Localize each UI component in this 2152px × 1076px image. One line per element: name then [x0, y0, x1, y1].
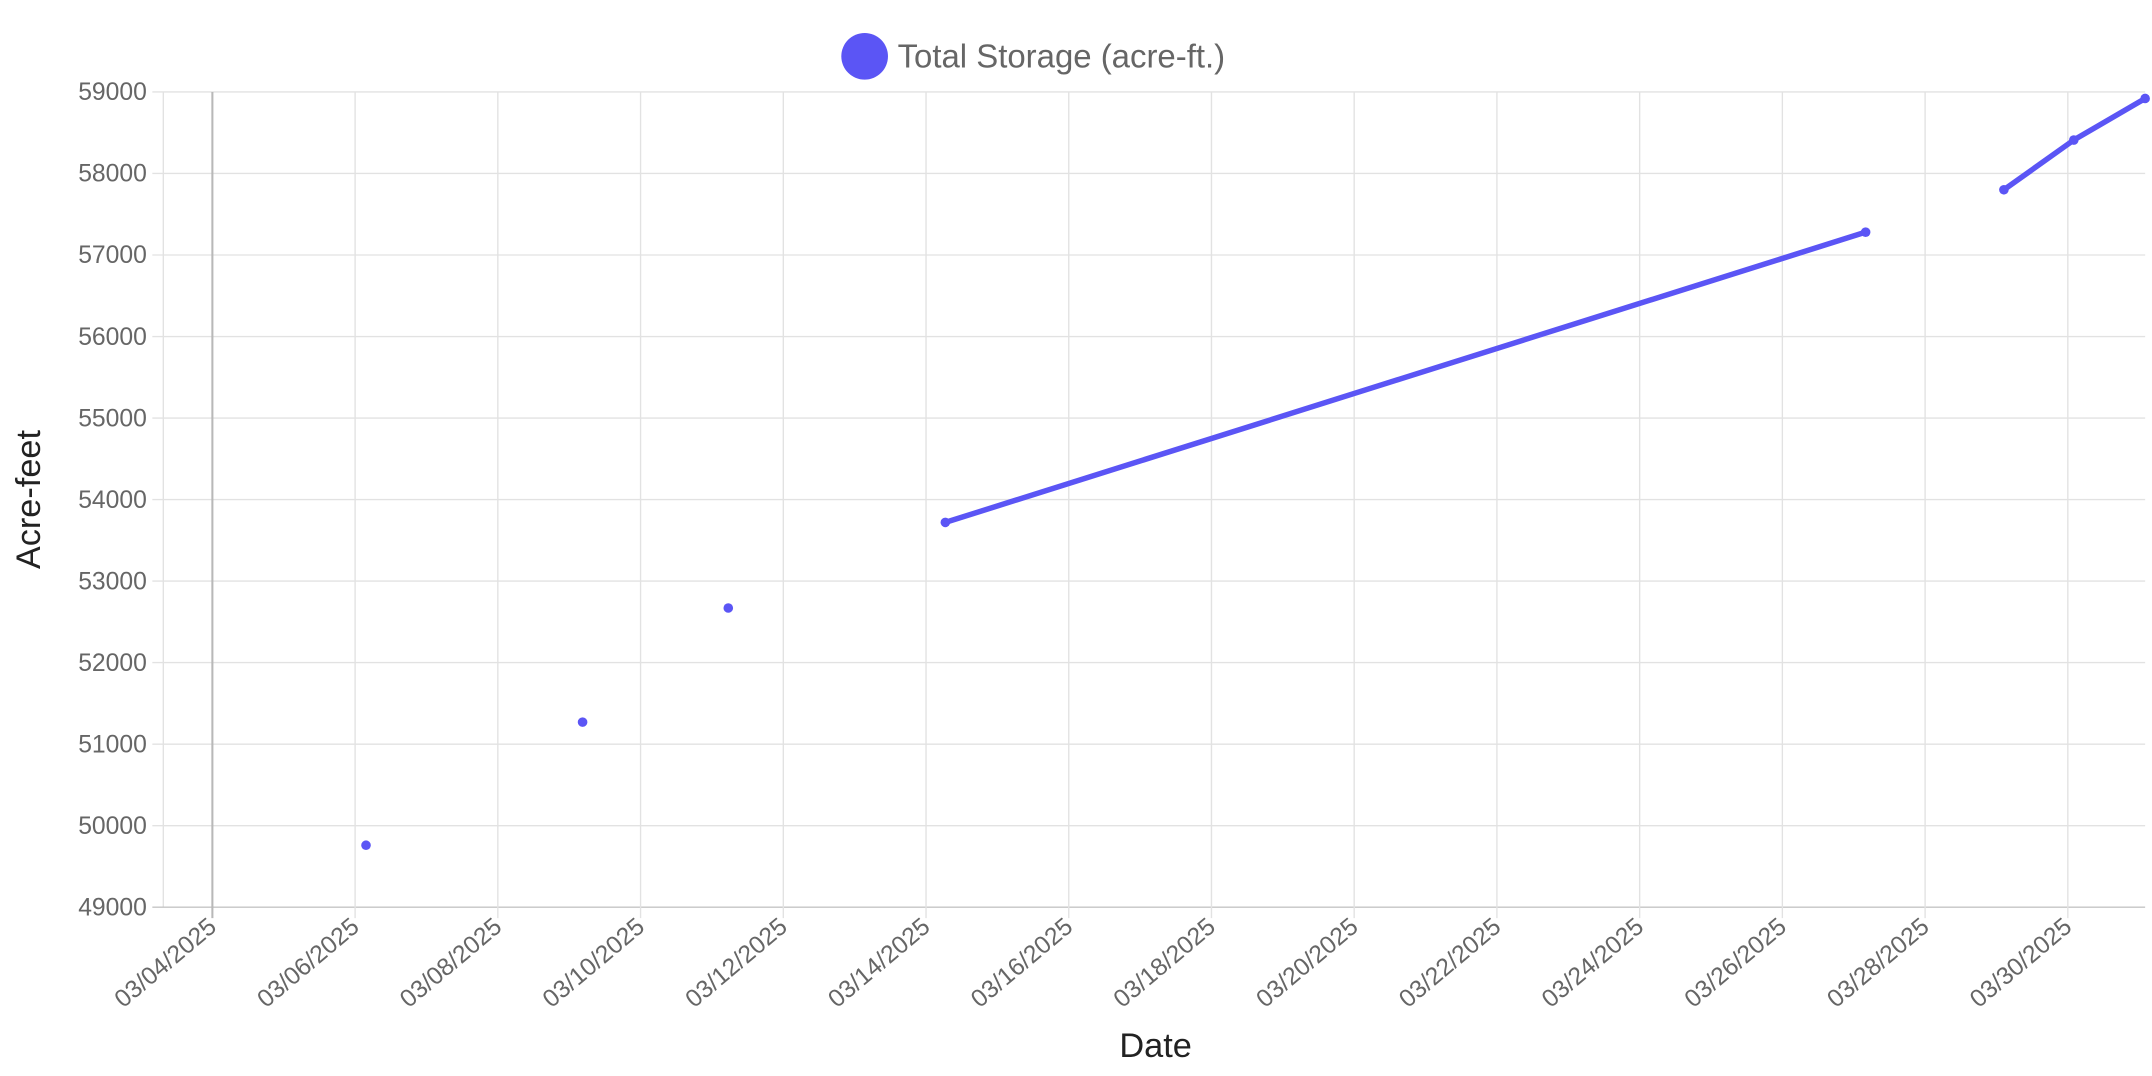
- y-tick-label: 54000: [78, 487, 147, 514]
- data-point[interactable]: [1860, 227, 1871, 237]
- y-tick-label: 53000: [78, 568, 147, 595]
- y-axis-ticks: 59000 58000 57000 56000 55000 54000 53000 52000…: [78, 79, 147, 921]
- x-tick-label: 03/22/2025: [1394, 913, 1506, 1013]
- legend[interactable]: Total Storage (acre-ft.): [841, 32, 1226, 80]
- grid: [152, 91, 2146, 919]
- legend-marker[interactable]: [841, 32, 888, 80]
- x-tick-label: 03/04/2025: [110, 913, 222, 1013]
- data-point[interactable]: [723, 603, 734, 613]
- y-tick-label: 50000: [78, 813, 147, 840]
- y-tick-label: 55000: [78, 405, 147, 432]
- x-tick-label: 03/24/2025: [1537, 913, 1649, 1013]
- y-tick-label: 59000: [78, 79, 147, 106]
- x-axis-title: Date: [1119, 1027, 1191, 1065]
- x-axis-ticks: 03/04/2025 03/06/2025 03/08/2025 03/10/2025…: [110, 913, 2077, 1013]
- x-tick-label: 03/30/2025: [1965, 913, 2077, 1013]
- x-tick-label: 03/08/2025: [395, 913, 507, 1013]
- series-line-segment: [944, 229, 1867, 526]
- legend-label[interactable]: Total Storage (acre-ft.): [898, 37, 1226, 74]
- data-point[interactable]: [361, 840, 371, 851]
- data-point[interactable]: [1999, 184, 2009, 195]
- series-points: [361, 93, 2150, 851]
- x-tick-label: 03/18/2025: [1109, 913, 1221, 1013]
- x-tick-label: 03/10/2025: [538, 913, 650, 1013]
- x-tick-label: 03/16/2025: [966, 913, 1078, 1013]
- y-tick-label: 52000: [78, 650, 147, 677]
- data-point[interactable]: [2068, 135, 2079, 145]
- x-tick-label: 03/14/2025: [823, 913, 935, 1013]
- x-tick-label: 03/06/2025: [252, 913, 364, 1013]
- y-tick-label: 58000: [78, 161, 147, 188]
- x-tick-label: 03/12/2025: [681, 913, 793, 1013]
- x-tick-label: 03/26/2025: [1680, 913, 1792, 1013]
- data-point[interactable]: [940, 517, 951, 528]
- y-tick-label: 51000: [78, 731, 147, 758]
- y-axis-title: Acre-feet: [10, 430, 48, 570]
- x-tick-label: 03/28/2025: [1822, 913, 1934, 1013]
- data-point[interactable]: [577, 717, 588, 727]
- y-tick-label: 56000: [78, 324, 147, 351]
- y-tick-label: 57000: [78, 242, 147, 269]
- y-tick-label: 49000: [78, 894, 147, 921]
- data-point[interactable]: [2140, 93, 2150, 104]
- series-lines: [944, 96, 2147, 526]
- x-tick-label: 03/20/2025: [1252, 913, 1364, 1013]
